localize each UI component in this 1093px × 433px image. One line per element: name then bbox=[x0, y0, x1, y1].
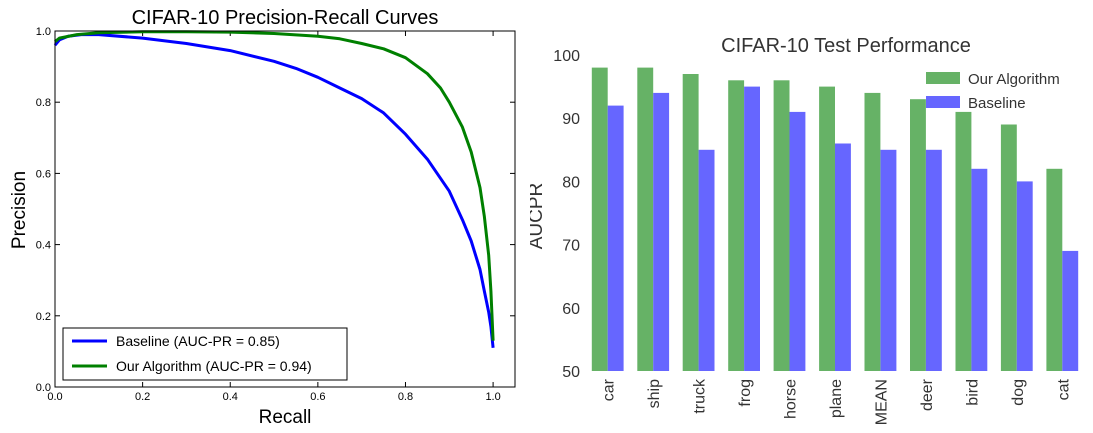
bar-ours bbox=[864, 92, 881, 372]
bar-chart-title: CIFAR-10 Test Performance bbox=[721, 35, 971, 57]
bar-category-label: frog bbox=[737, 379, 754, 407]
bar-category-label: truck bbox=[692, 378, 709, 414]
pr-y-tick-label: 1.0 bbox=[36, 26, 51, 38]
bar-category-label: deer bbox=[919, 378, 936, 411]
bar-category-label: car bbox=[601, 378, 618, 401]
bar-ours bbox=[682, 74, 699, 371]
bar-category-label: ship bbox=[646, 379, 663, 408]
bar-category-label: horse bbox=[783, 379, 800, 419]
bar-baseline bbox=[698, 149, 715, 371]
bar-y-tick-label: 60 bbox=[562, 301, 580, 318]
bar-y-axis-label: AUCPR bbox=[530, 183, 547, 250]
pr-y-tick-label: 0.0 bbox=[36, 382, 51, 394]
bar-ours bbox=[819, 86, 835, 371]
bar-legend-swatch-ours bbox=[926, 72, 960, 84]
bar-ours bbox=[591, 67, 608, 371]
pr-legend: Baseline (AUC-PR = 0.85) Our Algorithm (… bbox=[62, 327, 348, 381]
pr-y-axis-label: Precision bbox=[9, 171, 30, 249]
bar-ours bbox=[773, 80, 790, 372]
pr-curve-chart: CIFAR-10 Precision-Recall Curves Recall … bbox=[9, 7, 516, 428]
bar-baseline bbox=[925, 149, 942, 371]
pr-y-tick-label: 0.8 bbox=[36, 97, 51, 109]
pr-curve-panel: CIFAR-10 Precision-Recall Curves Recall … bbox=[0, 0, 530, 428]
pr-legend-box bbox=[62, 327, 348, 381]
bar-category-label: cat bbox=[1055, 378, 1072, 400]
pr-chart-title: CIFAR-10 Precision-Recall Curves bbox=[132, 7, 439, 29]
bar-chart-panel: CIFAR-10 Test Performance AUCPR 50 60 70 80… bbox=[526, 0, 1093, 428]
pr-x-tick-label: 0.6 bbox=[310, 391, 325, 403]
pr-y-tick-label: 0.4 bbox=[36, 240, 51, 252]
bar-baseline bbox=[835, 143, 851, 371]
aucpr-bar-chart: CIFAR-10 Test Performance AUCPR 50 60 70 80… bbox=[526, 35, 1079, 425]
bar-legend: Our Algorithm Baseline bbox=[926, 71, 1060, 112]
pr-x-tick-label: 0.2 bbox=[135, 391, 150, 403]
bar-legend-swatch-baseline bbox=[926, 96, 960, 108]
pr-series-line-ours bbox=[54, 30, 495, 341]
bar-ours bbox=[1000, 124, 1017, 371]
pr-x-tick-label: 0.0 bbox=[47, 391, 62, 403]
bar-baseline bbox=[744, 86, 760, 371]
pr-legend-label-baseline: Baseline (AUC-PR = 0.85) bbox=[116, 333, 280, 349]
pr-plot-frame bbox=[54, 30, 516, 388]
bar-category-label: MEAN bbox=[874, 379, 891, 425]
bar-baseline bbox=[653, 92, 670, 372]
bar-y-tick-label: 90 bbox=[562, 111, 580, 128]
pr-y-tick-label: 0.2 bbox=[36, 311, 51, 323]
pr-x-tick-label: 0.4 bbox=[223, 391, 238, 403]
bar-ours bbox=[728, 80, 745, 372]
bar-baseline bbox=[880, 149, 897, 371]
pr-x-tick-label: 0.8 bbox=[398, 391, 413, 403]
bar-legend-label-ours: Our Algorithm bbox=[968, 71, 1060, 88]
bar-baseline bbox=[607, 105, 624, 371]
pr-series-line-baseline bbox=[53, 33, 495, 348]
bar-legend-label-baseline: Baseline bbox=[968, 95, 1026, 112]
bar-y-tick-label: 100 bbox=[553, 48, 580, 65]
bar-baseline bbox=[1062, 250, 1079, 371]
pr-x-axis-label: Recall bbox=[259, 407, 312, 428]
bar-ours bbox=[955, 111, 972, 372]
pr-x-tick-label: 1.0 bbox=[485, 391, 500, 403]
bar-ours bbox=[910, 99, 926, 371]
bar-category-label: dog bbox=[1010, 379, 1027, 406]
bar-category-label: plane bbox=[828, 379, 845, 418]
bar-baseline bbox=[971, 168, 988, 371]
pr-y-tick-label: 0.6 bbox=[36, 168, 51, 180]
bar-y-tick-label: 70 bbox=[562, 238, 580, 255]
bar-baseline bbox=[789, 111, 806, 372]
bar-y-tick-label: 80 bbox=[562, 174, 580, 191]
pr-legend-label-ours: Our Algorithm (AUC-PR = 0.94) bbox=[116, 358, 312, 374]
bar-ours bbox=[637, 67, 654, 371]
bar-y-tick-label: 50 bbox=[562, 364, 580, 381]
bar-baseline bbox=[1016, 181, 1033, 371]
bar-category-label: bird bbox=[964, 379, 981, 406]
bar-ours bbox=[1046, 168, 1063, 371]
